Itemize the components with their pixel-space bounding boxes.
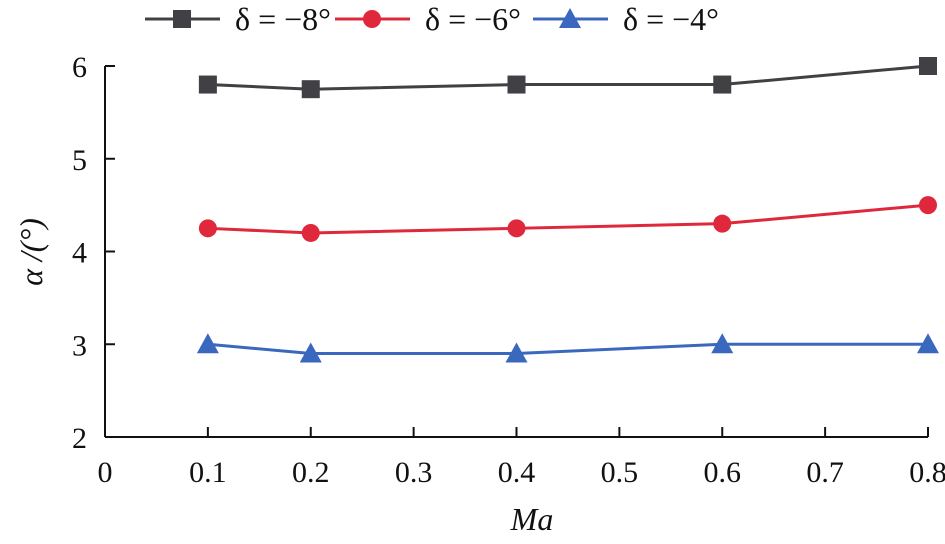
legend-item: δ = −4° <box>533 1 719 37</box>
x-tick-label: 0.1 <box>189 456 227 489</box>
x-tick-label: 0.2 <box>292 456 330 489</box>
x-tick-label: 0.5 <box>601 456 639 489</box>
legend: δ = −8° δ = −6° δ = −4° <box>145 1 719 37</box>
x-tick-label: 0.3 <box>395 456 433 489</box>
data-point <box>711 333 734 354</box>
ticks: 0 0.1 0.2 0.3 0.4 0.5 0.6 0.7 0.8 2 3 4 5 6 <box>72 51 945 489</box>
y-axis-title: α /(°) <box>13 218 49 286</box>
data-point <box>301 223 320 242</box>
legend-item: δ = −6° <box>335 1 521 37</box>
data-point <box>507 219 526 238</box>
data-point <box>198 219 217 238</box>
legend-marker <box>363 10 381 28</box>
data-point <box>917 333 939 354</box>
data-point <box>299 342 322 363</box>
x-tick-label: 0.6 <box>704 456 742 489</box>
series-2 <box>198 196 937 242</box>
legend-label: δ = −4° <box>623 1 719 37</box>
axes <box>104 66 928 438</box>
data-point <box>505 342 528 363</box>
legend-item: δ = −8° <box>145 1 331 37</box>
data-point <box>713 75 732 94</box>
data-point <box>198 75 217 94</box>
y-tick-label: 2 <box>72 422 87 455</box>
legend-marker <box>173 10 191 28</box>
x-tick-label: 0.8 <box>909 456 945 489</box>
series-1 <box>198 57 937 99</box>
series-3 <box>196 333 939 363</box>
legend-label: δ = −6° <box>425 1 521 37</box>
data-point <box>919 196 937 215</box>
y-tick-label: 3 <box>72 329 87 362</box>
y-tick-label: 5 <box>72 144 87 177</box>
x-axis-title: Ma <box>510 501 554 537</box>
y-tick-label: 4 <box>72 237 87 270</box>
data-point <box>713 214 732 233</box>
y-tick-label: 6 <box>72 51 87 84</box>
series-group <box>196 57 939 363</box>
data-point <box>196 333 219 354</box>
data-point <box>301 80 320 99</box>
x-tick-label: 0 <box>98 456 113 489</box>
x-tick-label: 0.7 <box>806 456 844 489</box>
x-tick-label: 0.4 <box>498 456 536 489</box>
legend-marker <box>559 8 581 28</box>
legend-label: δ = −8° <box>235 1 331 37</box>
data-point <box>507 75 526 94</box>
data-point <box>919 57 937 75</box>
